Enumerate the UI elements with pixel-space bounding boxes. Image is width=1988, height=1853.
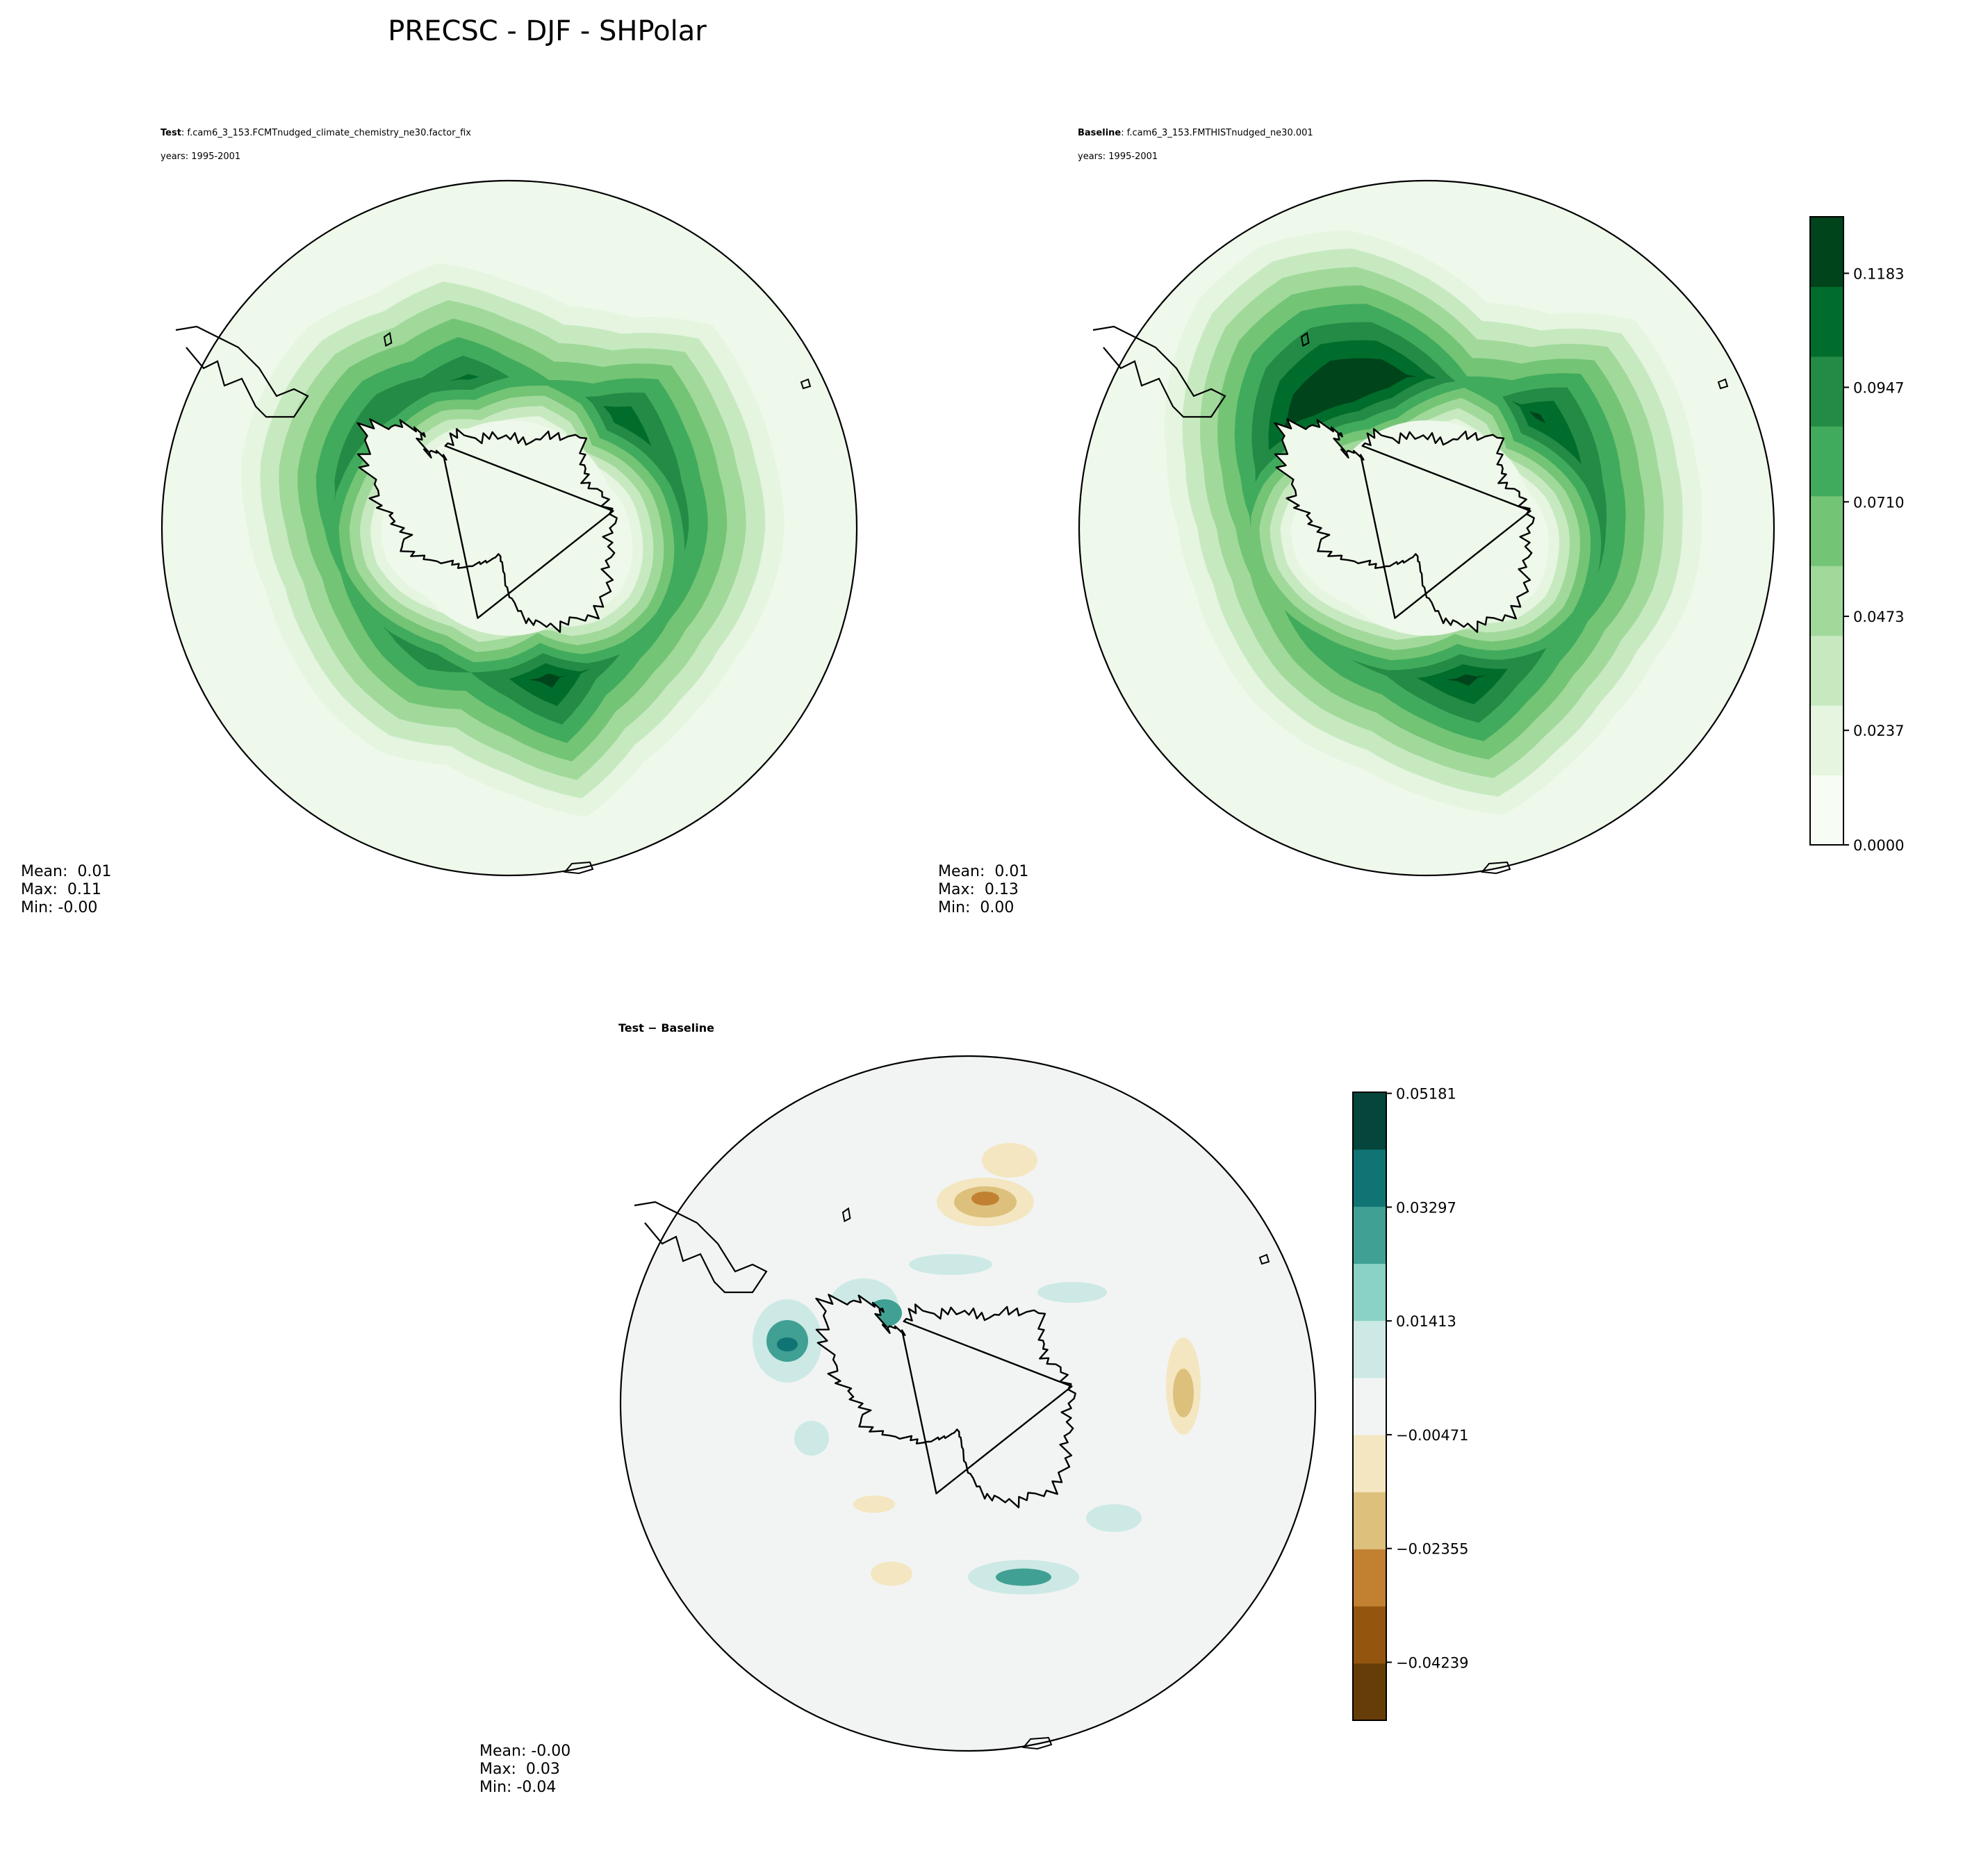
difference-colorbar-frame (1352, 1092, 1387, 1721)
baseline-island (1300, 331, 1310, 347)
difference-contour-12 (996, 1568, 1051, 1586)
precip-colorbar-label-5: 0.1183 (1853, 265, 1904, 282)
baseline-antarctica-coastline (1274, 418, 1535, 633)
baseline-case-name: : f.cam6_3_153.FMTHISTnudged_ne30.001 (1121, 128, 1313, 138)
baseline-stats: Mean: 0.01 Max: 0.13 Min: 0.00 (938, 863, 1028, 917)
baseline-max: Max: 0.13 (938, 881, 1019, 898)
difference-colorbar-segment-8 (1353, 1206, 1386, 1265)
difference-contour-13 (871, 1561, 912, 1586)
baseline-contour-6 (1250, 340, 1603, 705)
difference-colorbar-label-0: 0.05181 (1396, 1086, 1456, 1103)
baseline-subtitle: Baseline: f.cam6_3_153.FMTHISTnudged_ne3… (1078, 127, 1313, 139)
test-subtitle: Test: f.cam6_3_153.FCMTnudged_climate_ch… (161, 127, 471, 139)
difference-colorbar-segment-6 (1353, 1320, 1386, 1378)
baseline-polar-map (1078, 179, 1775, 877)
difference-colorbar-segment-5 (1353, 1377, 1386, 1435)
difference-min: Min: -0.04 (479, 1779, 557, 1796)
precip-colorbar-segment-5 (1810, 426, 1843, 497)
baseline-island (1717, 378, 1729, 390)
difference-map-boundary (619, 1055, 1317, 1752)
test-island (383, 331, 393, 347)
difference-contour-18 (909, 1254, 992, 1275)
precip-colorbar-segment-6 (1810, 356, 1843, 427)
difference-colorbar-segment-9 (1353, 1149, 1386, 1207)
baseline-map-boundary (1078, 179, 1775, 877)
difference-max: Max: 0.03 (479, 1761, 560, 1778)
difference-contour-2 (971, 1192, 999, 1205)
difference-ocean-background (621, 1056, 1315, 1751)
test-min: Min: -0.00 (21, 899, 98, 916)
baseline-label: Baseline (1078, 128, 1122, 138)
precip-colorbar-segment-0 (1810, 775, 1843, 846)
difference-colorbar: 0.05181 0.03297 0.01413 −0.00471 −0.02355 −0.… (1352, 1086, 1468, 1721)
difference-colorbar-segment-3 (1353, 1492, 1386, 1549)
precip-colorbar-segment-8 (1810, 217, 1843, 287)
precip-colorbar-label-3: 0.0710 (1853, 494, 1904, 511)
test-antarctica-coastline (356, 418, 618, 633)
difference-antarctica-coastline (815, 1294, 1076, 1508)
difference-colorbar-label-4: −0.02355 (1396, 1541, 1468, 1558)
test-island (800, 378, 812, 390)
difference-colorbar-label-2: 0.01413 (1396, 1313, 1456, 1330)
precip-colorbar-label-2: 0.0473 (1853, 609, 1904, 625)
test-case-name: : f.cam6_3_153.FCMTnudged_climate_chemis… (181, 128, 471, 138)
difference-contour-17 (1037, 1282, 1107, 1303)
test-mean: Mean: 0.01 (21, 863, 112, 880)
difference-colorbar-segment-1 (1353, 1606, 1386, 1664)
test-max: Max: 0.11 (21, 881, 101, 898)
difference-contour-14 (853, 1495, 895, 1513)
difference-island (1258, 1253, 1270, 1265)
baseline-mean: Mean: 0.01 (938, 863, 1029, 880)
precip-colorbar-segment-3 (1810, 566, 1843, 636)
difference-colorbar-segment-4 (1353, 1435, 1386, 1492)
figure-title: PRECSC - DJF - SHPolar (388, 15, 707, 47)
precip-colorbar-label-1: 0.0237 (1853, 723, 1904, 739)
difference-title-right: Baseline (661, 1021, 714, 1035)
difference-colorbar-segment-10 (1353, 1092, 1386, 1150)
precip-colorbar-segment-7 (1810, 286, 1843, 357)
difference-contour-6 (777, 1337, 798, 1351)
difference-contour-3 (982, 1143, 1037, 1178)
difference-stats: Mean: -0.00 Max: 0.03 Min: -0.04 (479, 1743, 570, 1797)
precip-colorbar-segment-2 (1810, 635, 1843, 706)
baseline-south-america-coastline (1092, 325, 1226, 418)
test-stats: Mean: 0.01 Max: 0.11 Min: -0.00 (21, 863, 111, 917)
difference-south-america-coastline (634, 1201, 768, 1294)
difference-contour-15 (1086, 1504, 1142, 1532)
difference-colorbar-label-5: −0.04239 (1396, 1654, 1468, 1671)
precip-colorbar: 0.0000 0.0237 0.0473 0.0710 0.0947 0.1183 (1809, 216, 1904, 854)
difference-colorbar-segment-7 (1353, 1263, 1386, 1321)
difference-contour-16 (794, 1421, 829, 1456)
precip-colorbar-label-0: 0.0000 (1853, 837, 1904, 854)
baseline-contour-5 (1250, 322, 1607, 723)
test-south-america-coastline (175, 325, 309, 418)
test-contour-4 (315, 337, 708, 743)
difference-contour-10 (1173, 1369, 1194, 1417)
precip-colorbar-label-4: 0.0947 (1853, 379, 1904, 396)
baseline-min: Min: 0.00 (938, 899, 1014, 916)
precip-colorbar-segment-4 (1810, 495, 1843, 566)
difference-island (841, 1207, 851, 1223)
difference-title-left: Test (618, 1021, 644, 1035)
difference-mean: Mean: -0.00 (479, 1743, 571, 1760)
precip-colorbar-frame (1809, 216, 1844, 846)
difference-polar-map (619, 1055, 1317, 1752)
difference-title: Test − Baseline (618, 1021, 714, 1035)
difference-colorbar-segment-0 (1353, 1663, 1386, 1721)
difference-colorbar-label-1: 0.03297 (1396, 1199, 1456, 1216)
test-label: Test (161, 128, 181, 138)
test-polar-map (161, 179, 858, 877)
precip-colorbar-segment-1 (1810, 705, 1843, 776)
test-years: years: 1995-2001 (161, 151, 241, 162)
difference-colorbar-label-3: −0.00471 (1396, 1427, 1468, 1444)
test-map-boundary (161, 179, 858, 877)
baseline-years: years: 1995-2001 (1078, 151, 1158, 162)
difference-colorbar-segment-2 (1353, 1549, 1386, 1607)
